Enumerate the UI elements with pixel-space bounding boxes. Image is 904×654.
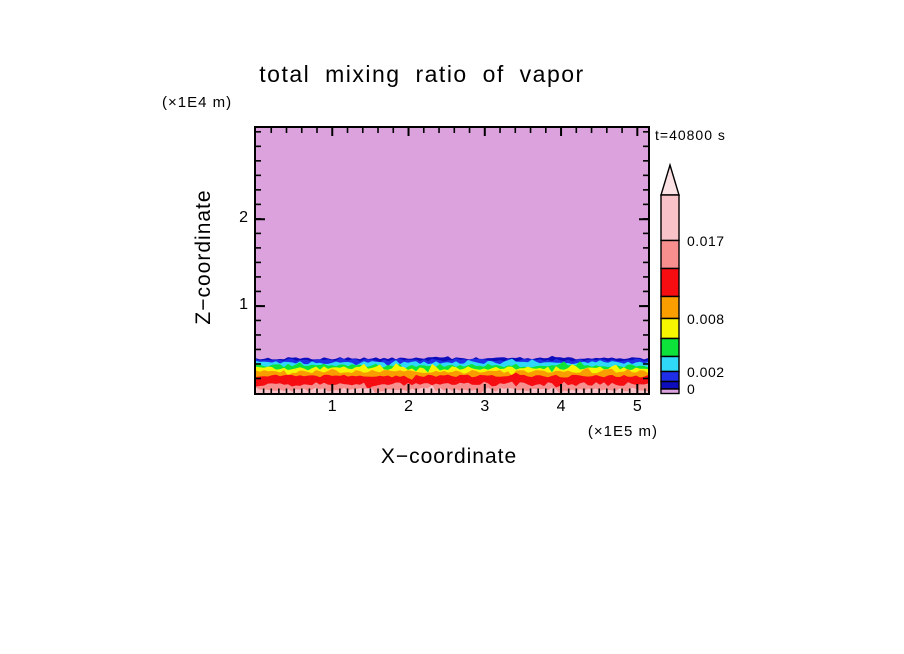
colorbar-level-label-0.002: 0.002 <box>687 363 725 380</box>
z-tick-label-2: 2 <box>239 209 248 227</box>
colorbar-level-label-0: 0 <box>687 381 696 397</box>
contour-field <box>256 128 648 393</box>
z-tick-label-1: 1 <box>239 296 248 314</box>
field-layers <box>256 355 648 393</box>
colorbar <box>660 163 680 395</box>
colorbar-segment-7 <box>660 370 680 383</box>
colorbar-level-label-0.017: 0.017 <box>687 232 725 249</box>
colorbar-segment-0 <box>660 194 680 242</box>
x-axis-unit-label: (×1E5 m) <box>587 423 658 440</box>
colorbar-arrow-icon <box>660 163 680 196</box>
z-axis-title: Z−coordinate <box>192 189 215 325</box>
colorbar-segment-9 <box>660 388 680 395</box>
x-tick-label-1: 1 <box>327 398 337 415</box>
colorbar-segment-2 <box>660 267 680 298</box>
x-tick-label-3: 3 <box>480 398 490 415</box>
z-axis-unit-label: (×1E4 m) <box>162 94 233 111</box>
x-tick-label-5: 5 <box>632 398 642 415</box>
colorbar-level-label-0.008: 0.008 <box>687 310 725 327</box>
layer-band-pink <box>256 384 648 393</box>
colorbar-segment-5 <box>660 337 680 358</box>
x-axis-title: X−coordinate <box>380 445 518 468</box>
x-tick-label-2: 2 <box>404 398 413 415</box>
colorbar-segment-1 <box>660 239 680 270</box>
colorbar-segment-3 <box>660 295 680 320</box>
colorbar-segment-6 <box>660 355 680 373</box>
plot-area <box>254 126 650 395</box>
field-background <box>256 128 648 393</box>
time-annotation: t=40800 s <box>655 127 726 143</box>
colorbar-segment-8 <box>660 380 680 390</box>
x-tick-label-4: 4 <box>556 398 566 415</box>
chart-title: total mixing ratio of vapor <box>259 61 585 87</box>
colorbar-segment-4 <box>660 317 680 340</box>
axis-ticks <box>256 128 648 393</box>
